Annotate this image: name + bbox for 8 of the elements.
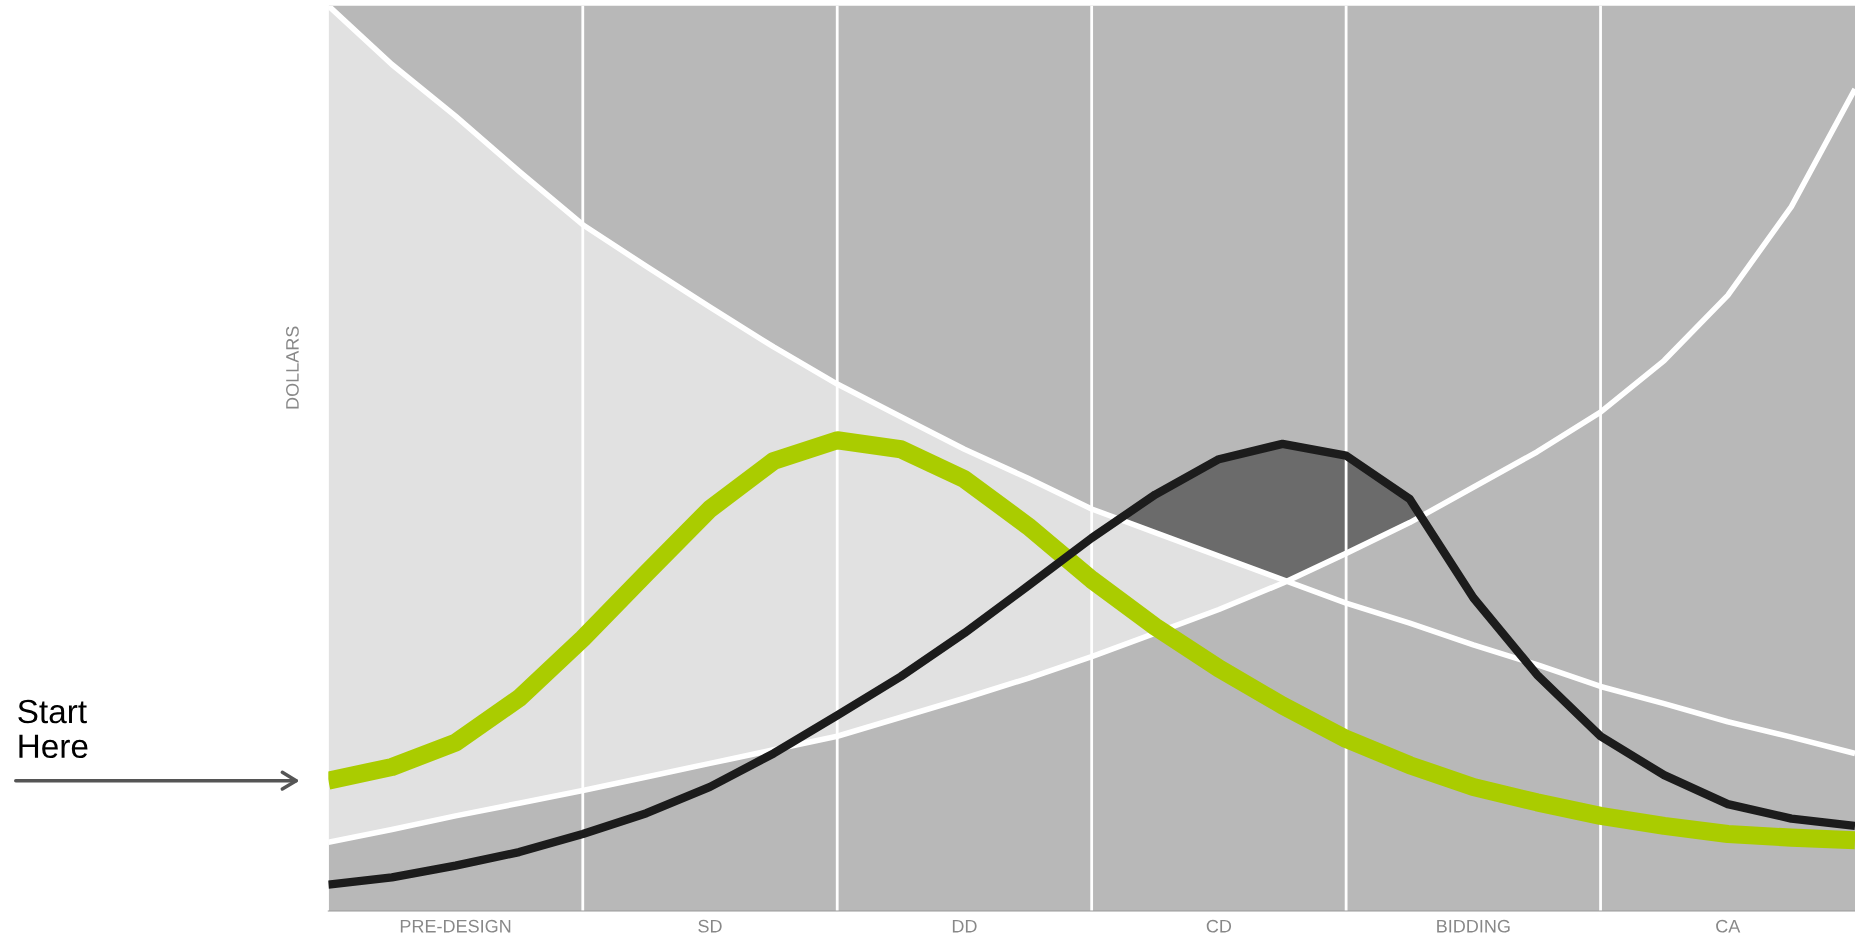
x-tick-label: PRE-DESIGN xyxy=(400,919,511,933)
x-tick-label: DD xyxy=(952,919,977,933)
x-tick-label: CD xyxy=(1206,919,1232,933)
x-tick-label: SD xyxy=(698,919,722,933)
x-tick-label: CA xyxy=(1716,919,1741,933)
x-tick-label: BIDDING xyxy=(1437,919,1510,933)
text: Start Here xyxy=(18,699,88,759)
y-axis-title: DOLLARS xyxy=(286,326,299,409)
